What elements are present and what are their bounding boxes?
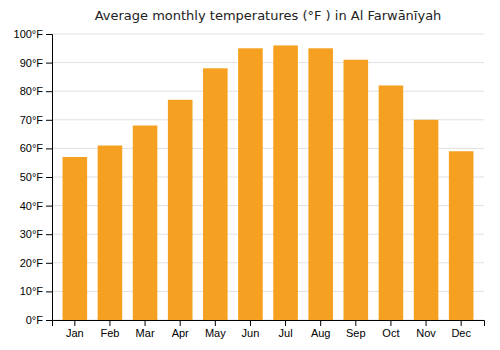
title: Average monthly temperatures (°F ) in Al…: [95, 8, 442, 23]
bar: [168, 100, 193, 320]
tick-mark: [390, 320, 391, 326]
tick-label: 50°F: [20, 171, 44, 183]
tick-mark: [46, 120, 52, 121]
y-tick: 80°F: [20, 85, 52, 97]
x-tick: Mar: [136, 320, 155, 339]
tick-label: Dec: [451, 327, 471, 339]
tick-label: Mar: [136, 327, 155, 339]
y-tick: 100°F: [14, 28, 52, 40]
y-axis: 0°F 10°F 20°F 30°F 40°F 50°F 60°F 70°F 80°F 90°F 1…: [14, 28, 53, 326]
tick-label: Jul: [279, 327, 293, 339]
y-tick: 10°F: [20, 285, 52, 297]
y-tick: 50°F: [20, 171, 52, 183]
bar: [308, 48, 333, 320]
y-tick: 70°F: [20, 114, 52, 126]
x-tick: Feb: [100, 320, 119, 339]
axis-line: [53, 321, 485, 327]
tick-mark: [46, 320, 52, 321]
tick-label: Nov: [416, 327, 436, 339]
x-tick: Aug: [311, 320, 331, 339]
bar: [379, 85, 404, 320]
bar: [414, 120, 439, 320]
x-tick: Jan: [66, 320, 84, 339]
tick-mark: [46, 177, 52, 178]
tick-label: Aug: [311, 327, 331, 339]
plot: Jan Feb Mar Apr May Jun Jul Aug Sep Oct Nov Dec 0°F 1…: [14, 28, 485, 339]
tick-mark: [180, 320, 181, 326]
x-tick: May: [205, 320, 226, 339]
tick-label: Sep: [346, 327, 366, 339]
tick-label: 60°F: [20, 142, 44, 154]
bar: [273, 45, 298, 320]
tick-mark: [46, 234, 52, 235]
y-tick: 0°F: [26, 314, 52, 326]
tick-mark: [74, 320, 75, 326]
bar: [133, 126, 158, 320]
x-tick: Dec: [451, 320, 471, 339]
bar: [98, 146, 123, 320]
y-tick: 20°F: [20, 257, 52, 269]
tick-mark: [461, 320, 462, 326]
tick-mark: [46, 263, 52, 264]
grid-line: [52, 62, 484, 63]
y-tick: 60°F: [20, 142, 52, 154]
tick-label: Apr: [172, 327, 189, 339]
tick-label: Jan: [66, 327, 84, 339]
tick-mark: [46, 34, 52, 35]
tick-label: 20°F: [20, 257, 44, 269]
tick-mark: [109, 320, 110, 326]
y-tick: 90°F: [20, 57, 52, 69]
tick-mark: [145, 320, 146, 326]
x-tick: Oct: [382, 320, 399, 339]
bar: [63, 157, 88, 320]
tick-label: 70°F: [20, 114, 44, 126]
tick-mark: [355, 320, 356, 326]
tick-label: 10°F: [20, 285, 44, 297]
tick-mark: [46, 206, 52, 207]
x-axis: Jan Feb Mar Apr May Jun Jul Aug Sep Oct Nov Dec: [53, 320, 485, 339]
x-tick: Apr: [172, 320, 189, 339]
tick-mark: [426, 320, 427, 326]
y-tick: 30°F: [20, 228, 52, 240]
x-tick: Nov: [416, 320, 436, 339]
bar: [449, 151, 474, 320]
tick-mark: [46, 91, 52, 92]
tick-mark: [320, 320, 321, 326]
tick-label: 40°F: [20, 200, 44, 212]
tick-label: 100°F: [14, 28, 44, 40]
tick-mark: [250, 320, 251, 326]
grid-line: [52, 91, 484, 92]
tick-mark: [46, 63, 52, 64]
tick-label: Jun: [242, 327, 260, 339]
x-tick: Jul: [279, 320, 293, 339]
grid-line: [52, 34, 484, 35]
tick-mark: [46, 291, 52, 292]
tick-label: 90°F: [20, 57, 44, 69]
tick-label: 30°F: [20, 228, 44, 240]
chart: Average monthly temperatures (°F ) in Al…: [0, 0, 500, 350]
x-tick: Jun: [242, 320, 260, 339]
tick-label: 80°F: [20, 85, 44, 97]
tick-label: 0°F: [26, 314, 44, 326]
bar: [344, 60, 369, 320]
tick-mark: [46, 148, 52, 149]
x-tick: Sep: [346, 320, 366, 339]
bars: [63, 45, 474, 320]
tick-label: Feb: [100, 327, 119, 339]
tick-label: Oct: [382, 327, 399, 339]
bar: [238, 48, 263, 320]
tick-label: May: [205, 327, 226, 339]
y-tick: 40°F: [20, 200, 52, 212]
axis-line: [46, 35, 53, 321]
bar: [203, 68, 228, 320]
grid: [52, 34, 484, 320]
tick-mark: [285, 320, 286, 326]
tick-mark: [215, 320, 216, 326]
